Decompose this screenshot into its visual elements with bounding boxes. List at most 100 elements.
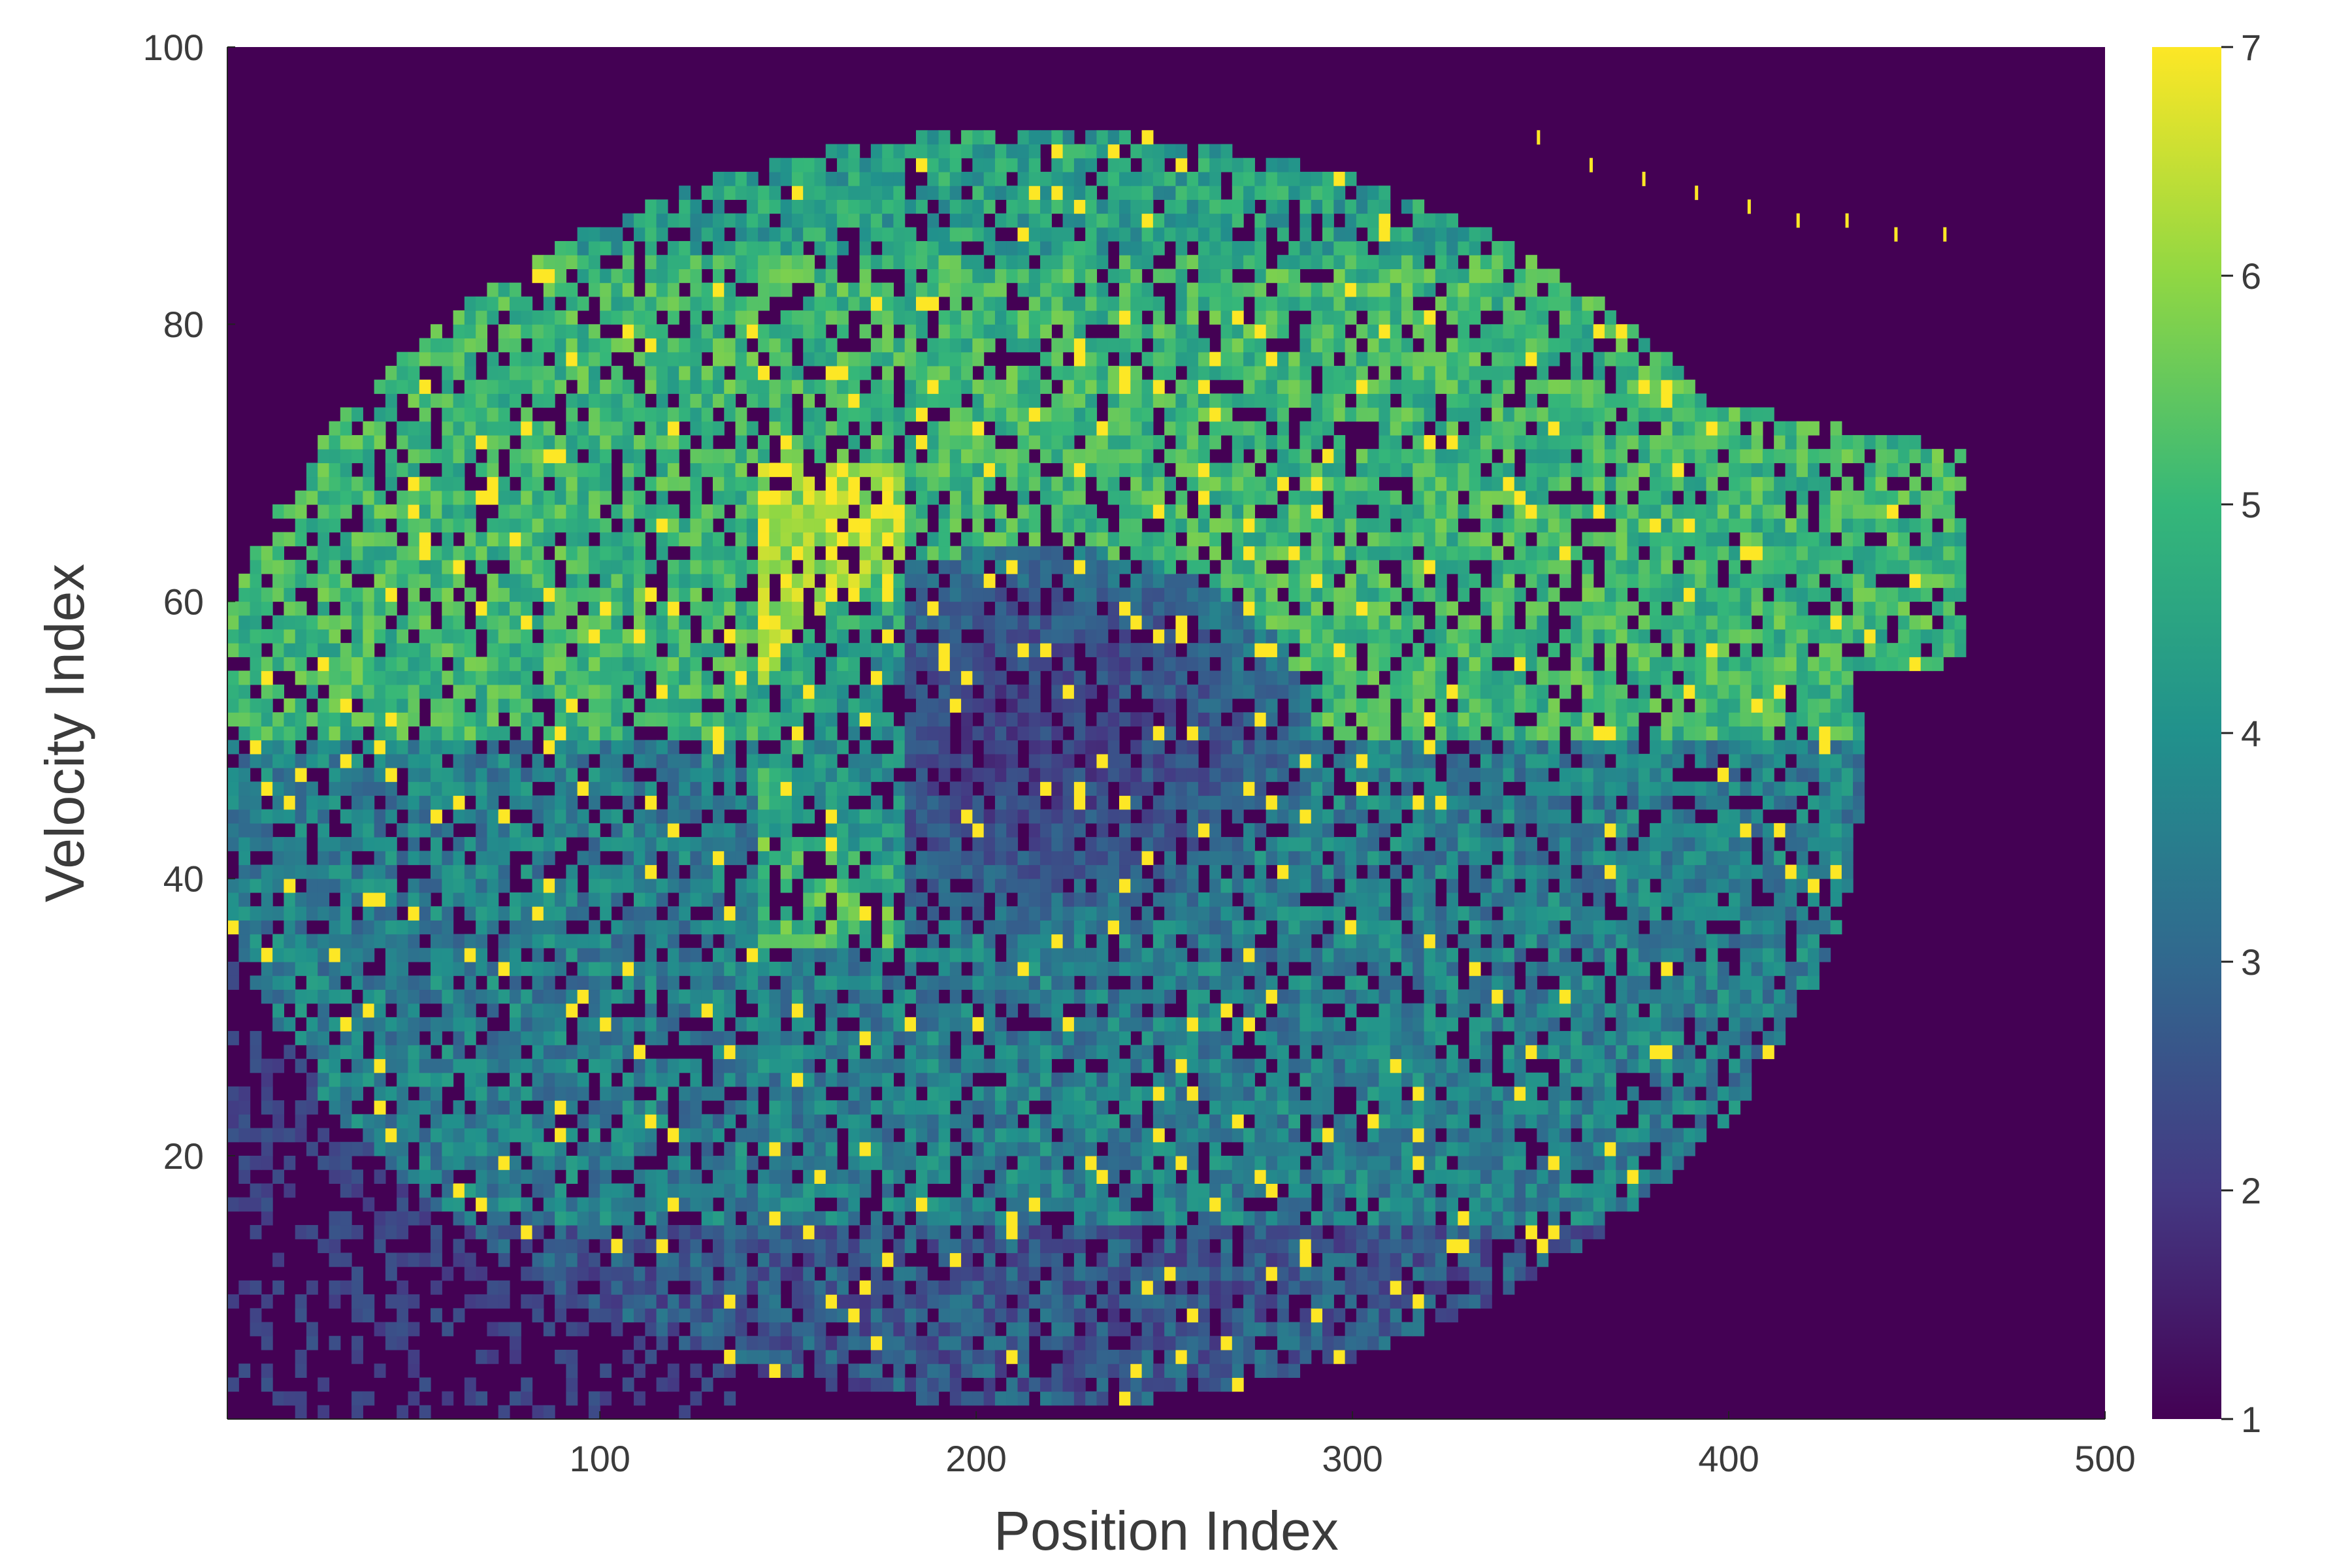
heatmap-cell (724, 1322, 736, 1337)
heatmap-cell (476, 823, 488, 838)
heatmap-cell (870, 1128, 883, 1143)
heatmap-cell (915, 740, 928, 755)
heatmap-cell (645, 1031, 657, 1045)
heatmap-cell (667, 1003, 679, 1018)
heatmap-cell (1571, 1100, 1583, 1115)
heatmap-cell (329, 851, 341, 866)
heatmap-cell (340, 878, 352, 893)
heatmap-cell (1672, 934, 1684, 949)
heatmap-cell (227, 795, 239, 810)
heatmap-cell (611, 1308, 623, 1323)
heatmap-cell (1243, 1335, 1255, 1350)
heatmap-cell (318, 1031, 330, 1045)
heatmap-cell (938, 795, 951, 810)
heatmap-cell (1435, 1017, 1447, 1032)
heatmap-cell (1119, 1266, 1131, 1281)
heatmap-cell (1277, 740, 1289, 755)
heatmap-cell (634, 1225, 645, 1239)
heatmap-cell (487, 975, 499, 990)
heatmap-cell (667, 989, 679, 1004)
heatmap-cell (1650, 1031, 1661, 1045)
heatmap-cell (1413, 1294, 1425, 1309)
heatmap-cell (848, 1100, 860, 1115)
heatmap-cell (521, 781, 533, 796)
heatmap-cell (1311, 1169, 1323, 1184)
heatmap-cell (1141, 989, 1154, 1004)
heatmap-cell (837, 962, 849, 976)
heatmap-cell (1299, 1072, 1312, 1087)
heatmap-cell (679, 1114, 691, 1129)
heatmap-cell (1243, 1086, 1255, 1101)
heatmap-cell (532, 1266, 544, 1281)
heatmap-cell (1266, 753, 1278, 768)
heatmap-cell (1785, 878, 1797, 893)
heatmap-cell (442, 1155, 454, 1170)
heatmap-cell (1107, 768, 1120, 782)
heatmap-cell (1706, 1072, 1718, 1087)
heatmap-cell (1401, 1183, 1413, 1198)
heatmap-cell (746, 1183, 759, 1198)
heatmap-cell (915, 781, 928, 796)
heatmap-cell (397, 1308, 409, 1323)
heatmap-cell (1379, 947, 1391, 962)
heatmap-cell (340, 809, 352, 824)
heatmap-cell (1040, 947, 1052, 962)
heatmap-cell (272, 1017, 284, 1032)
heatmap-cell (577, 1322, 589, 1337)
heatmap-cell (1458, 823, 1470, 838)
heatmap-cell (1164, 1239, 1176, 1254)
heatmap-cell (1503, 1280, 1515, 1295)
heatmap-cell (1729, 989, 1740, 1004)
heatmap-cell (848, 1211, 860, 1226)
heatmap-cell (1311, 1155, 1323, 1170)
heatmap-cell (1107, 892, 1120, 907)
heatmap-cell (961, 1058, 973, 1073)
heatmap-cell (1288, 1349, 1301, 1364)
heatmap-cell (1424, 989, 1436, 1004)
heatmap-cell (1175, 920, 1188, 935)
heatmap-cell (555, 1197, 566, 1212)
heatmap-cell (1390, 1141, 1402, 1156)
heatmap-cell (724, 1239, 736, 1254)
heatmap-cell (735, 1169, 747, 1184)
heatmap-cell (1379, 1045, 1391, 1060)
heatmap-cell (1006, 906, 1019, 921)
heatmap-cell (1198, 1086, 1210, 1101)
heatmap-cell (600, 740, 612, 755)
heatmap-cell (555, 1308, 566, 1323)
heatmap-cell (566, 906, 578, 921)
heatmap-cell (1186, 864, 1199, 879)
heatmap-cell (780, 1128, 792, 1143)
heatmap-cell (1627, 975, 1639, 990)
heatmap-cell (1311, 989, 1323, 1004)
heatmap-cell (1841, 878, 1854, 893)
heatmap-cell (295, 837, 307, 851)
heatmap-cell (915, 1128, 928, 1143)
heatmap-cell (1299, 1003, 1312, 1018)
heatmap-cell (1107, 1141, 1120, 1156)
heatmap-cell (509, 1086, 521, 1101)
heatmap-cell (476, 864, 488, 879)
heatmap-cell (1073, 934, 1086, 949)
heatmap-cell (837, 1100, 849, 1115)
heatmap-cell (397, 851, 409, 866)
heatmap-cell (1006, 1072, 1019, 1087)
heatmap-cell (1424, 1100, 1436, 1115)
heatmap-cell (464, 1252, 476, 1267)
heatmap-cell (1413, 934, 1425, 949)
heatmap-cell (611, 837, 623, 851)
heatmap-cell (1571, 920, 1583, 935)
heatmap-cell (1130, 823, 1143, 838)
heatmap-cell (431, 947, 442, 962)
heatmap-cell (1853, 726, 1865, 741)
heatmap-cell (1661, 1072, 1673, 1087)
heatmap-cell (1028, 947, 1041, 962)
heatmap-cell (1435, 1280, 1447, 1295)
heatmap-cell (712, 1031, 725, 1045)
heatmap-cell (859, 1086, 872, 1101)
heatmap-cell (1469, 1072, 1481, 1087)
heatmap-cell (1243, 1252, 1255, 1267)
heatmap-cell (1706, 1017, 1718, 1032)
heatmap-cell (1367, 740, 1380, 755)
heatmap-cell (1164, 1225, 1176, 1239)
